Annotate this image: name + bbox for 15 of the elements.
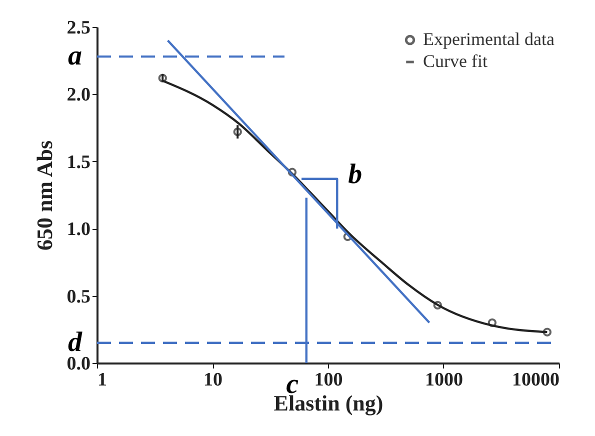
legend-label: Curve fit bbox=[423, 51, 488, 71]
annotation: a bbox=[68, 40, 82, 72]
legend-label: Experimental data bbox=[423, 29, 554, 49]
y-tick-label: 0.5 bbox=[66, 286, 90, 308]
y-axis-title: 650 nm Abs bbox=[32, 140, 57, 251]
x-tick-label: 100 bbox=[314, 370, 343, 390]
x-tick-label: 10000 bbox=[512, 370, 560, 390]
y-tick-label: 1.5 bbox=[66, 152, 90, 173]
x-tick-label: 1 bbox=[98, 370, 107, 390]
y-tick-label: 1.0 bbox=[66, 219, 90, 240]
y-tick-label: 2.0 bbox=[66, 84, 90, 106]
x-tick-label: 10 bbox=[204, 370, 222, 390]
annotation: b bbox=[348, 158, 362, 190]
y-tick-label: 2.5 bbox=[66, 18, 90, 38]
x-tick-label: 1000 bbox=[425, 370, 463, 390]
